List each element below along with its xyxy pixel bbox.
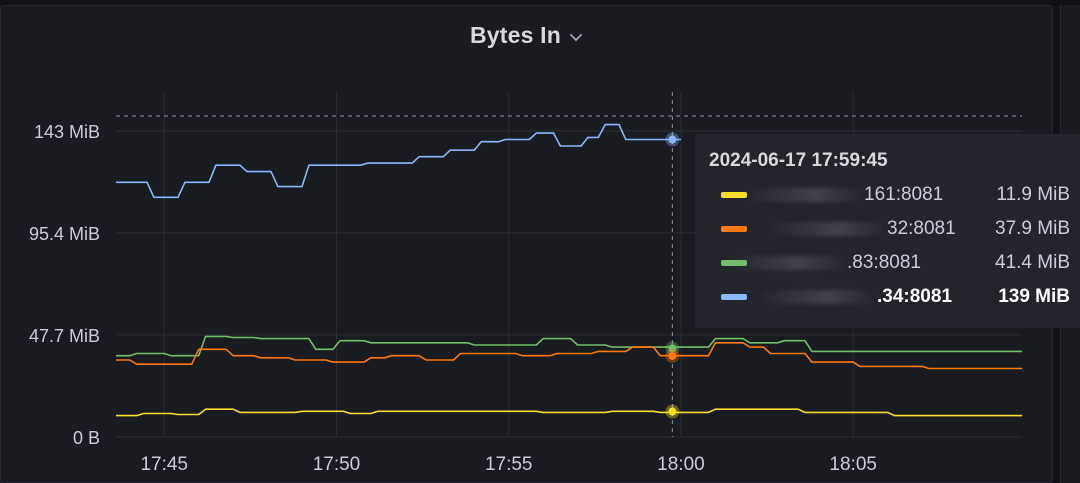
panel-header[interactable]: Bytes In xyxy=(0,18,1053,52)
series-line-1 xyxy=(116,123,681,199)
hover-point-3 xyxy=(668,351,677,360)
redacted-host-blur xyxy=(727,256,847,270)
y-tick-label: 143 MiB xyxy=(34,122,100,142)
tooltip-row: .34:8081 139 MiB xyxy=(709,282,1080,316)
x-tick-label: 17:45 xyxy=(140,454,188,475)
tooltip-timestamp: 2024-06-17 17:59:45 xyxy=(709,150,888,171)
series-name: 32:8081 xyxy=(887,218,956,239)
tooltip-row: 161:8081 11.9 MiB xyxy=(709,180,1080,214)
series-color-swatch xyxy=(721,226,747,232)
redacted-host-blur xyxy=(767,222,887,236)
chevron-down-icon[interactable] xyxy=(569,31,583,45)
series-line-3 xyxy=(116,341,1022,370)
series-value: 139 MiB xyxy=(998,286,1070,307)
series-color-swatch xyxy=(721,260,747,266)
tooltip-row: .83:8081 41.4 MiB xyxy=(709,248,1080,282)
series-value: 11.9 MiB xyxy=(996,184,1070,205)
redacted-host-blur xyxy=(757,290,877,304)
series-value: 41.4 MiB xyxy=(995,252,1070,273)
tooltip-row: 32:8081 37.9 MiB xyxy=(709,214,1080,248)
series-line-4 xyxy=(116,408,1022,417)
series-name: .34:8081 xyxy=(877,286,953,307)
hover-point-1 xyxy=(668,135,677,144)
x-tick-label: 17:55 xyxy=(485,454,533,475)
y-tick-label: 0 B xyxy=(73,428,100,448)
series-color-swatch xyxy=(721,294,747,300)
time-series-chart[interactable]: 0 B 47.7 MiB 95.4 MiB 143 MiB 17:45 17:50 17:5… xyxy=(0,0,1053,483)
panel-title[interactable]: Bytes In xyxy=(469,21,562,48)
x-tick-label: 18:05 xyxy=(829,454,877,475)
series-name: 161:8081 xyxy=(864,184,944,205)
series-name: .83:8081 xyxy=(847,252,921,273)
hover-tooltip: 2024-06-17 17:59:45 161:8081 11.9 MiB 32:8… xyxy=(695,134,1080,328)
redacted-host-blur xyxy=(744,188,864,202)
series-color-swatch xyxy=(721,192,747,198)
x-tick-label: 17:50 xyxy=(313,454,361,475)
y-tick-label: 95.4 MiB xyxy=(29,224,100,244)
hover-point-4 xyxy=(668,407,677,416)
x-tick-label: 18:00 xyxy=(657,454,705,475)
series-line-2 xyxy=(116,335,1022,357)
series-value: 37.9 MiB xyxy=(995,218,1070,239)
y-tick-label: 47.7 MiB xyxy=(29,326,100,346)
hover-point-2 xyxy=(668,344,677,353)
